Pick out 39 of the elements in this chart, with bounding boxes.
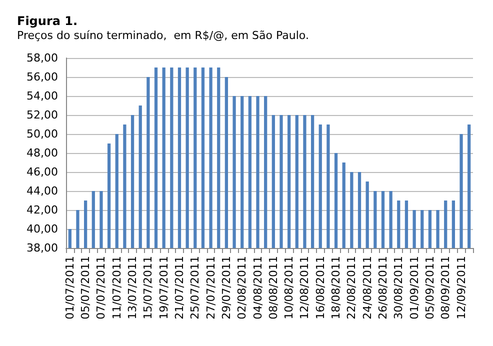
x-tick-label: 12/08/2011 — [298, 256, 312, 320]
x-tick-label: 01/09/2011 — [408, 256, 421, 320]
x-tick-label: 19/07/2011 — [157, 256, 170, 320]
y-tick-label: 56,00 — [26, 70, 58, 84]
y-tick-label: 40,00 — [26, 222, 58, 236]
x-tick-label: 12/09/2011 — [454, 256, 468, 320]
x-tick-label: 25/07/2011 — [188, 256, 202, 320]
x-tick-label: 01/07/2011 — [63, 256, 76, 320]
x-tick-label: 04/08/2011 — [251, 256, 264, 320]
y-tick-label: 38,00 — [26, 242, 58, 254]
y-tick-label: 46,00 — [26, 166, 58, 178]
x-tick-label: 08/09/2011 — [439, 256, 452, 320]
chart-title: Figura 1. — [17, 14, 78, 28]
x-tick-label: 15/07/2011 — [142, 256, 155, 320]
x-tick-label: 26/08/2011 — [376, 256, 390, 320]
y-tick-label: 52,00 — [26, 108, 58, 122]
x-tick-label: 05/09/2011 — [423, 256, 436, 320]
x-tick-label: 22/08/2011 — [345, 256, 358, 320]
x-tick-label: 11/07/2011 — [110, 256, 124, 320]
x-tick-label: 27/07/2011 — [204, 256, 218, 320]
x-tick-label: 10/08/2011 — [282, 256, 296, 320]
x-tick-label: 05/07/2011 — [79, 256, 92, 320]
x-tick-label: 13/07/2011 — [126, 256, 140, 320]
x-tick-label: 16/08/2011 — [314, 256, 327, 320]
x-tick-label: 29/07/2011 — [220, 256, 233, 320]
x-tick-label: 08/08/2011 — [266, 256, 280, 320]
x-tick-label: 18/08/2011 — [330, 256, 343, 320]
y-tick-label: 50,00 — [26, 128, 58, 140]
x-tick-label: 02/08/2011 — [236, 256, 249, 320]
y-tick-label: 54,00 — [26, 90, 58, 102]
y-tick-label: 58,00 — [26, 52, 58, 64]
x-tick-label: 30/08/2011 — [392, 256, 406, 320]
y-tick-label: 44,00 — [26, 184, 58, 198]
x-tick-label: 21/07/2011 — [172, 256, 186, 320]
y-tick-label: 48,00 — [26, 146, 58, 160]
x-tick-label: 24/08/2011 — [360, 256, 374, 320]
chart-subtitle: Preços do suíno terminado, em R$/@, em São Paulo. — [17, 29, 309, 42]
x-tick-label: 07/07/2011 — [94, 256, 108, 320]
y-tick-label: 42,00 — [26, 204, 58, 216]
